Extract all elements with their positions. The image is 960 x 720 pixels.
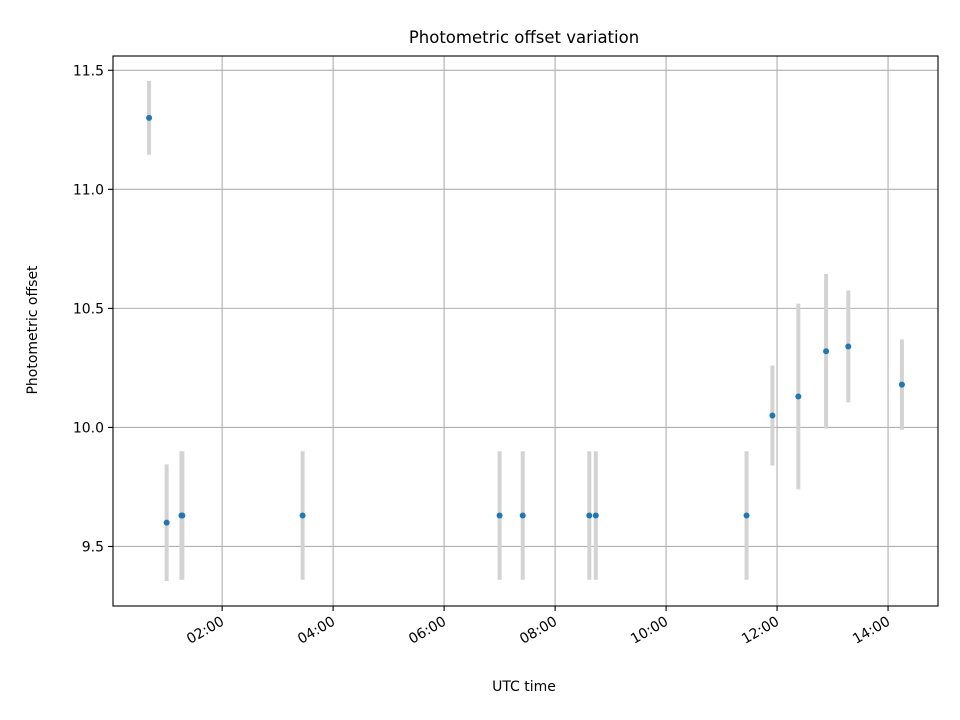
data-point (769, 412, 776, 419)
data-point (586, 512, 593, 519)
data-point (146, 114, 153, 121)
chart-title: Photometric offset variation (409, 28, 639, 47)
y-tick-label: 9.5 (82, 539, 104, 555)
y-tick-label: 10.5 (73, 301, 104, 317)
x-axis-label: UTC time (492, 679, 556, 695)
y-tick-label: 11.5 (73, 63, 104, 79)
grid (113, 56, 938, 606)
y-tick-label: 10.0 (73, 420, 104, 436)
data-points (146, 114, 905, 526)
data-point (823, 348, 830, 355)
plot-frame (112, 55, 939, 607)
y-axis-label: Photometric offset (25, 265, 41, 395)
data-point (743, 512, 750, 519)
data-point (592, 512, 599, 519)
y-axis-ticks: 9.5 10.0 10.5 11.0 11.5 (73, 63, 113, 555)
data-point (898, 381, 905, 388)
y-tick-label: 11.0 (73, 182, 104, 198)
data-point (519, 512, 526, 519)
data-point (299, 512, 306, 519)
data-point (163, 519, 170, 526)
data-point (845, 343, 852, 350)
data-point (496, 512, 503, 519)
data-point (179, 512, 186, 519)
data-point (795, 393, 802, 400)
